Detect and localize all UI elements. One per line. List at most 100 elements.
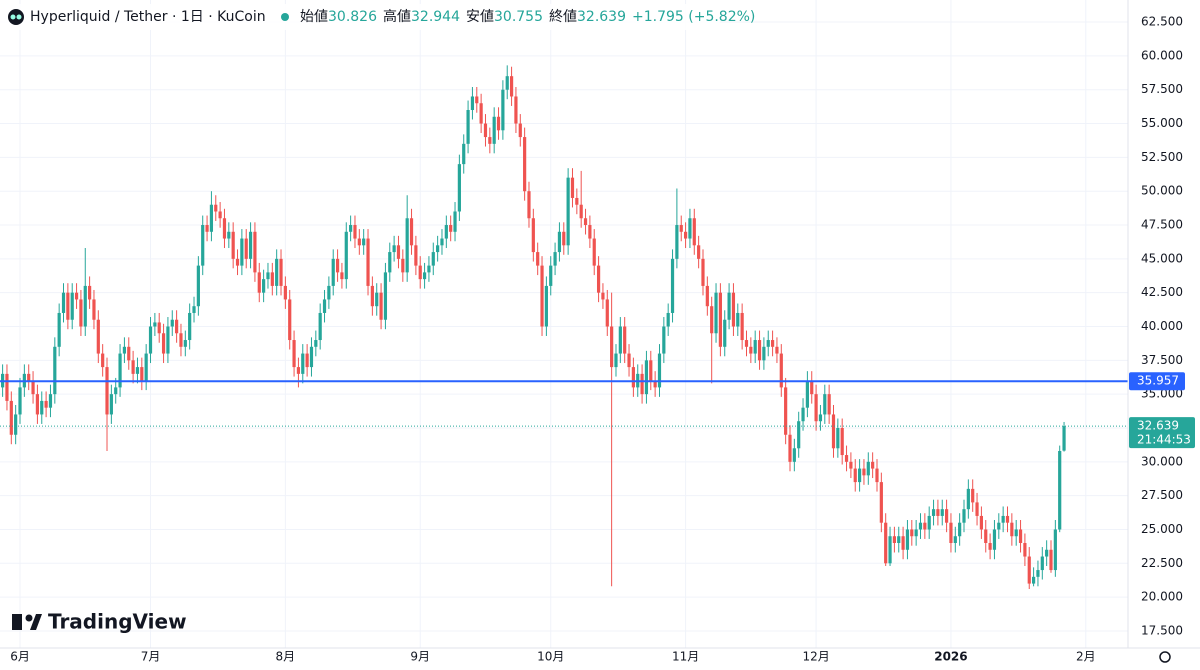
candle-body (118, 353, 122, 388)
candle-body (88, 285, 92, 300)
candle-body (166, 326, 170, 354)
y-tick-label: 25.000 (1141, 522, 1183, 536)
candle-body (422, 272, 427, 280)
candle-body (953, 536, 957, 543)
candle-body (109, 394, 113, 415)
candle-body (127, 346, 131, 361)
hline-label-bg (1129, 372, 1185, 391)
y-tick-label: 45.000 (1141, 251, 1183, 265)
candle-body (979, 515, 983, 530)
candle-body (140, 367, 144, 381)
candle-body (697, 245, 701, 259)
watermark-logo (30, 614, 42, 630)
candle-body (509, 76, 514, 97)
symbol-logo (8, 9, 24, 25)
candle-body (379, 292, 383, 320)
candle-body (840, 427, 844, 456)
x-tick-label: 6月 (10, 650, 30, 664)
candle-body (701, 258, 705, 286)
candle-body (862, 468, 866, 476)
candle-body (453, 211, 457, 232)
settings-icon[interactable] (1159, 651, 1171, 663)
candle-body (962, 509, 966, 523)
candle-body (1027, 556, 1031, 584)
candle-body (501, 89, 505, 131)
candle-body (727, 292, 731, 320)
y-tick-label: 22.500 (1141, 556, 1183, 570)
ohlc-legend: 始値30.826 高値32.944 安値30.755 終値32.639 +1.795 (… (300, 8, 755, 25)
candle-body (266, 272, 270, 280)
candle-body (679, 225, 683, 232)
candle-body (444, 225, 448, 239)
candle-body (31, 380, 35, 395)
y-tick-label: 52.500 (1141, 150, 1183, 164)
last-price-bg (1129, 417, 1195, 449)
candle-body (753, 340, 757, 354)
candle-body (227, 231, 231, 239)
y-tick-label: 57.500 (1141, 82, 1183, 96)
candle-body (958, 522, 962, 537)
header-bg (0, 4, 720, 30)
candle-body (744, 340, 749, 347)
symbol-logo-dot (16, 14, 22, 20)
ohlc-label: 高値 (383, 8, 411, 25)
candle-body (322, 299, 327, 313)
candle-body (818, 414, 823, 422)
candle-body (792, 448, 796, 462)
candle-body (749, 346, 753, 354)
candle-body (657, 353, 662, 388)
candle-body (270, 272, 274, 286)
ohlc-value: 30.826 (328, 9, 377, 25)
candle-body (279, 258, 283, 286)
candle-body (797, 421, 801, 449)
watermark-logo (25, 614, 33, 622)
candle-body (248, 231, 253, 259)
candle-body (214, 204, 218, 212)
candle-body (553, 252, 557, 266)
candle-body (396, 245, 401, 259)
candle-body (1010, 522, 1014, 537)
candle-body (931, 509, 936, 516)
candle-body (570, 177, 575, 198)
candle-body (596, 265, 601, 293)
candle-body (914, 529, 918, 537)
candle-body (836, 427, 840, 449)
candle-body (288, 299, 292, 341)
candle-body (457, 164, 461, 212)
symbol-logo-dot (10, 14, 16, 20)
candle-body (1018, 529, 1023, 543)
candle-body (74, 292, 79, 300)
candle-body (631, 367, 635, 388)
y-tick-label: 47.500 (1141, 218, 1183, 232)
candle-body (714, 292, 718, 334)
candle-body (175, 319, 179, 334)
y-tick-label: 37.500 (1141, 353, 1183, 367)
candle-body (309, 346, 314, 368)
candle-body (866, 461, 870, 476)
y-tick-label: 62.500 (1141, 15, 1183, 29)
candle-body (831, 414, 836, 449)
candle-body (392, 245, 396, 253)
candle-body (475, 96, 479, 104)
candle-body (918, 522, 923, 530)
candle-body (96, 319, 100, 354)
candle-body (705, 285, 709, 307)
candle-body (153, 322, 157, 327)
candle-body (66, 292, 70, 320)
candle-body (1005, 515, 1010, 523)
candle-body (27, 373, 31, 381)
candle-body (518, 123, 522, 138)
candle-body (235, 258, 240, 266)
candle-body (531, 218, 535, 253)
candle-body (871, 461, 875, 469)
candle-body (992, 529, 997, 550)
candle-body (927, 515, 931, 530)
candle-body (366, 238, 370, 286)
candle-body (788, 434, 792, 462)
candle-body (892, 536, 896, 543)
candle-body (318, 312, 322, 341)
candle-body (79, 299, 83, 327)
candle-body (440, 238, 444, 246)
candle-body (344, 231, 348, 280)
